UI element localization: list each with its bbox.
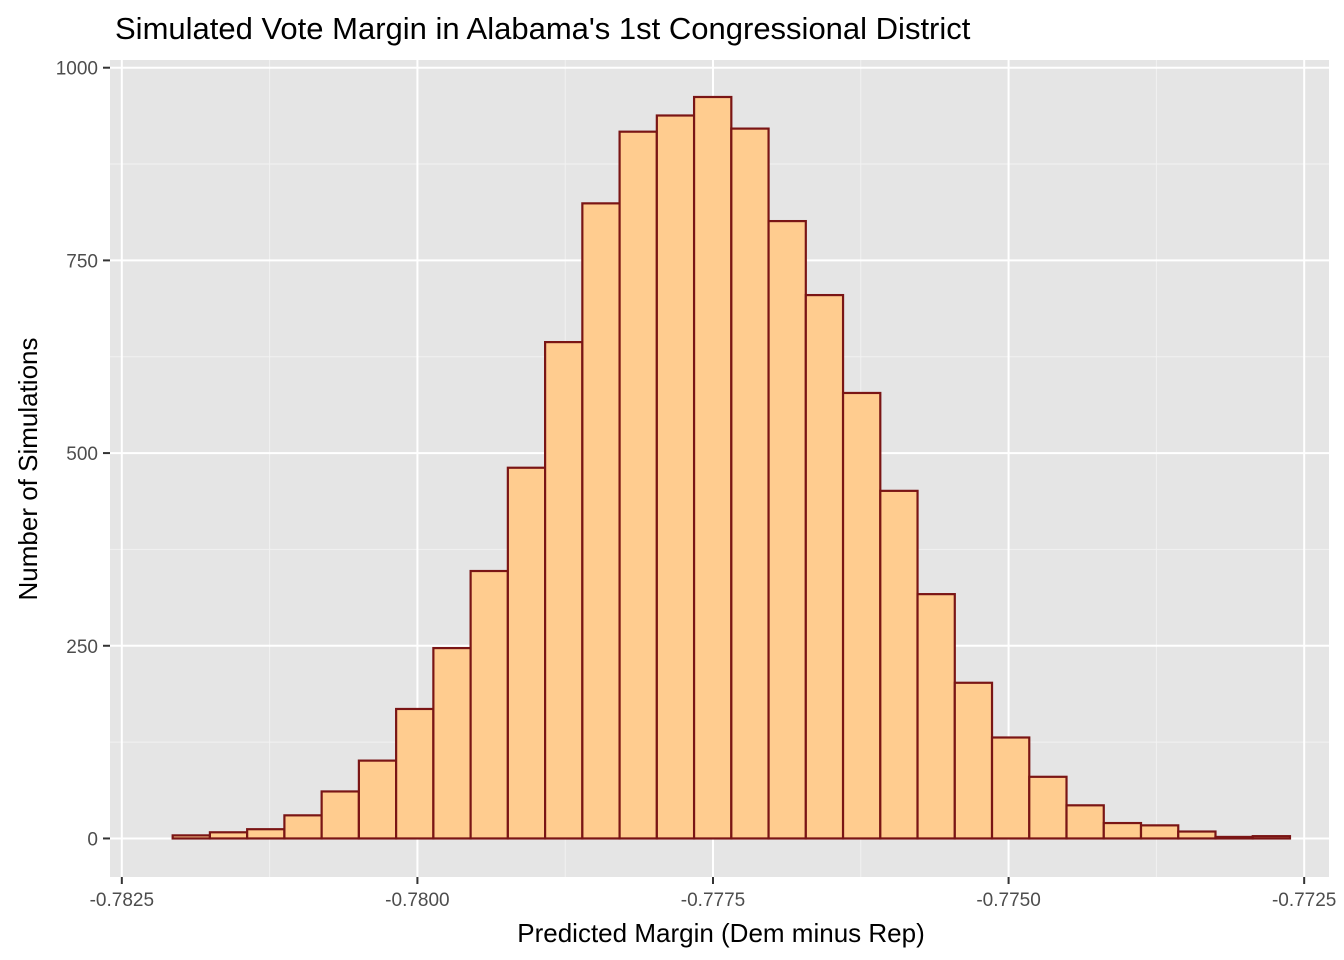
y-tick-label: 500 bbox=[66, 444, 98, 465]
histogram-bar bbox=[1139, 824, 1180, 840]
histogram-bar bbox=[1214, 835, 1254, 840]
histogram-bar bbox=[692, 95, 733, 840]
histogram-bar bbox=[544, 340, 584, 840]
histogram-bar bbox=[841, 391, 882, 840]
y-axis-title: Number of Simulations bbox=[13, 338, 43, 601]
histogram-bar bbox=[581, 202, 621, 840]
y-tick-label: 750 bbox=[66, 251, 98, 272]
x-tick-label: -0.7825 bbox=[90, 890, 154, 911]
histogram-bar bbox=[171, 834, 212, 840]
histogram-bars bbox=[171, 95, 1292, 840]
histogram-bar bbox=[469, 569, 509, 840]
histogram-bar bbox=[1102, 821, 1143, 840]
histogram-bar bbox=[879, 489, 919, 840]
histogram-bar bbox=[655, 114, 696, 840]
x-axis-title: Predicted Margin (Dem minus Rep) bbox=[517, 918, 924, 948]
x-tick-label: -0.7800 bbox=[385, 890, 449, 911]
histogram-bar bbox=[320, 790, 360, 840]
histogram-bar bbox=[804, 293, 845, 840]
histogram-bar bbox=[1251, 835, 1292, 840]
y-tick-label: 1000 bbox=[56, 59, 98, 80]
x-tick-label: -0.7775 bbox=[681, 890, 745, 911]
chart-title: Simulated Vote Margin in Alabama's 1st C… bbox=[115, 11, 971, 46]
histogram-bar bbox=[432, 646, 472, 840]
histogram-bar bbox=[246, 828, 286, 840]
y-tick-label: 0 bbox=[87, 829, 98, 850]
histogram-bar bbox=[730, 127, 770, 840]
histogram-bar bbox=[506, 466, 547, 840]
histogram-bar bbox=[395, 707, 435, 840]
histogram-bar bbox=[618, 130, 658, 840]
y-tick-label: 250 bbox=[66, 637, 98, 658]
histogram-bar bbox=[357, 759, 398, 840]
x-tick-label: -0.7725 bbox=[1272, 890, 1336, 911]
histogram-bar bbox=[990, 736, 1031, 840]
histogram-bar bbox=[916, 593, 956, 840]
histogram-bar bbox=[208, 831, 249, 840]
histogram-bar bbox=[1065, 804, 1105, 840]
y-axis: 0 250 500 750 1000 bbox=[56, 59, 110, 850]
histogram-bar bbox=[1028, 775, 1068, 840]
histogram-bar bbox=[953, 681, 994, 840]
histogram-bar bbox=[767, 219, 807, 840]
histogram-bar bbox=[1177, 830, 1217, 840]
x-tick-label: -0.7750 bbox=[976, 890, 1040, 911]
histogram-bar bbox=[283, 814, 323, 840]
x-axis: -0.7825 -0.7800 -0.7775 -0.7750 -0.7725 bbox=[90, 877, 1336, 911]
